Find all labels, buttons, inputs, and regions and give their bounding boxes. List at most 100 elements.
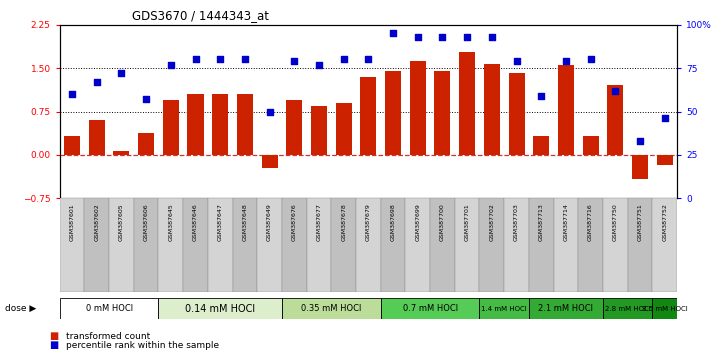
Point	[190, 57, 202, 62]
Bar	[455, 198, 480, 292]
Bar	[652, 298, 677, 319]
Point	[585, 57, 596, 62]
Point	[486, 34, 498, 40]
Bar	[306, 198, 331, 292]
Point	[288, 58, 300, 64]
Text: 2.8 mM HOCl: 2.8 mM HOCl	[605, 306, 651, 312]
Bar	[286, 100, 302, 155]
Bar	[134, 198, 159, 292]
Bar	[607, 85, 623, 155]
Text: GSM387602: GSM387602	[94, 203, 99, 241]
Bar	[652, 198, 677, 292]
Bar	[435, 71, 451, 155]
Text: 0.7 mM HOCl: 0.7 mM HOCl	[403, 304, 458, 313]
Text: GSM387751: GSM387751	[638, 203, 643, 241]
Text: ■: ■	[50, 341, 59, 350]
Point	[560, 58, 571, 64]
Bar	[159, 298, 282, 319]
Point	[659, 116, 670, 121]
Text: GSM387676: GSM387676	[292, 203, 297, 241]
Text: GSM387679: GSM387679	[366, 203, 371, 241]
Point	[66, 91, 78, 97]
Point	[412, 34, 424, 40]
Text: GSM387606: GSM387606	[143, 203, 149, 241]
Bar	[405, 198, 430, 292]
Bar	[331, 198, 356, 292]
Bar	[356, 198, 381, 292]
Bar	[533, 136, 549, 155]
Text: GSM387714: GSM387714	[563, 203, 569, 241]
Bar	[480, 298, 529, 319]
Bar	[657, 155, 673, 165]
Bar	[311, 106, 327, 155]
Bar	[529, 298, 603, 319]
Bar	[529, 198, 553, 292]
Text: ■: ■	[50, 331, 59, 341]
Bar	[385, 71, 401, 155]
Bar	[261, 155, 277, 167]
Text: GSM387702: GSM387702	[489, 203, 494, 241]
Text: GSM387713: GSM387713	[539, 203, 544, 241]
Bar	[163, 100, 179, 155]
Text: GSM387750: GSM387750	[613, 203, 618, 241]
Text: percentile rank within the sample: percentile rank within the sample	[66, 342, 218, 350]
Point	[387, 30, 399, 36]
Bar	[505, 198, 529, 292]
Bar	[114, 151, 130, 155]
Bar	[553, 198, 578, 292]
Text: 2.1 mM HOCl: 2.1 mM HOCl	[539, 304, 593, 313]
Point	[264, 109, 275, 114]
Point	[462, 34, 473, 40]
Bar	[360, 77, 376, 155]
Bar	[60, 198, 84, 292]
Text: 3.5 mM HOCl: 3.5 mM HOCl	[642, 306, 687, 312]
Bar	[208, 198, 232, 292]
Point	[634, 138, 646, 144]
Point	[437, 34, 448, 40]
Bar	[109, 198, 134, 292]
Point	[141, 97, 152, 102]
Text: GSM387703: GSM387703	[514, 203, 519, 241]
Point	[116, 70, 127, 76]
Bar	[508, 73, 525, 155]
Text: GSM387601: GSM387601	[70, 203, 74, 241]
Point	[313, 62, 325, 68]
Bar	[381, 298, 480, 319]
Bar	[237, 94, 253, 155]
Text: GDS3670 / 1444343_at: GDS3670 / 1444343_at	[132, 9, 269, 22]
Text: 0.35 mM HOCl: 0.35 mM HOCl	[301, 304, 362, 313]
Point	[511, 58, 523, 64]
Text: GSM387645: GSM387645	[168, 203, 173, 241]
Bar	[459, 52, 475, 155]
Text: transformed count: transformed count	[66, 332, 150, 341]
Point	[214, 57, 226, 62]
Bar	[628, 198, 652, 292]
Bar	[138, 133, 154, 155]
Bar	[89, 120, 105, 155]
Text: 0 mM HOCl: 0 mM HOCl	[85, 304, 132, 313]
Bar	[84, 198, 109, 292]
Bar	[282, 298, 381, 319]
Bar	[336, 103, 352, 155]
Bar	[159, 198, 183, 292]
Text: GSM387648: GSM387648	[242, 203, 248, 241]
Bar	[282, 198, 306, 292]
Bar	[558, 65, 574, 155]
Bar	[582, 136, 598, 155]
Point	[239, 57, 250, 62]
Text: GSM387699: GSM387699	[415, 203, 420, 241]
Bar	[632, 155, 648, 179]
Bar	[484, 63, 500, 155]
Text: GSM387698: GSM387698	[390, 203, 395, 241]
Bar	[578, 198, 603, 292]
Text: GSM387752: GSM387752	[662, 203, 667, 241]
Bar	[232, 198, 257, 292]
Bar	[188, 94, 204, 155]
Text: GSM387700: GSM387700	[440, 203, 445, 241]
Bar	[212, 94, 229, 155]
Bar	[60, 298, 159, 319]
Text: GSM387677: GSM387677	[317, 203, 322, 241]
Bar	[603, 298, 652, 319]
Bar	[183, 198, 208, 292]
Text: GSM387678: GSM387678	[341, 203, 347, 241]
